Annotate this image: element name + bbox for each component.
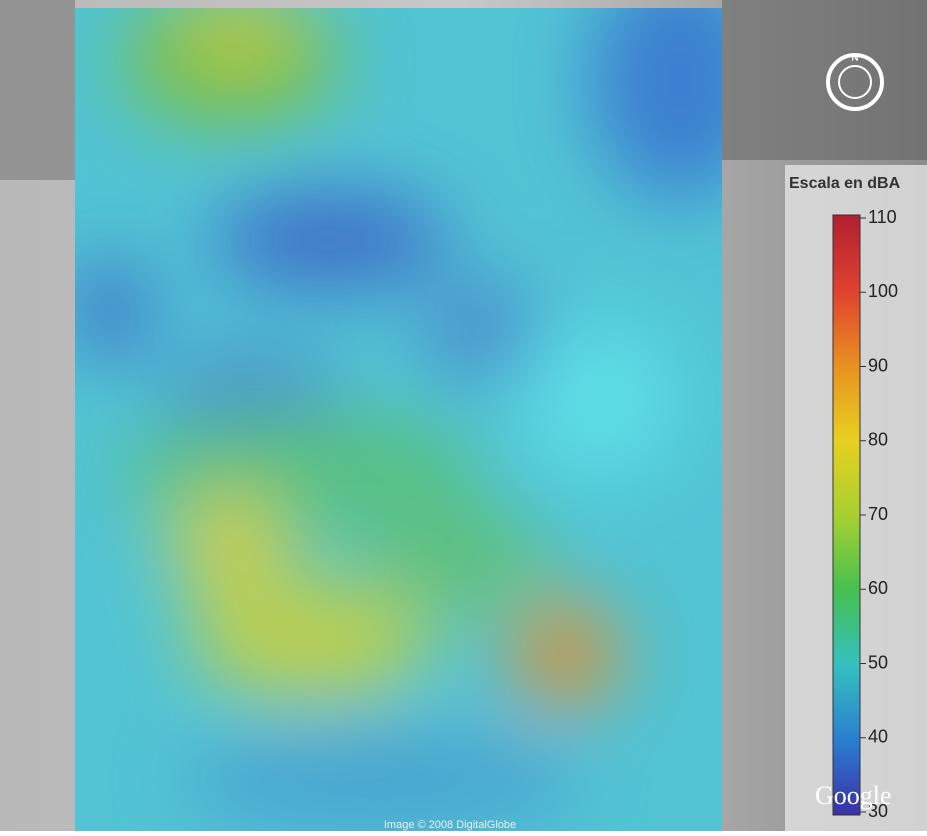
logo: Google bbox=[815, 781, 892, 810]
color-bar bbox=[832, 214, 861, 816]
legend-title: Escala en dBA bbox=[789, 175, 901, 192]
legend-ticks: 110 100 90 80 70 60 50 40 30 bbox=[860, 207, 898, 821]
attribution: Image © 2008 DigitalGlobe bbox=[384, 819, 516, 831]
tick-label: 50 bbox=[868, 652, 888, 672]
compass[interactable]: N bbox=[826, 53, 884, 111]
terrain bbox=[722, 0, 927, 160]
noise-overlay bbox=[75, 8, 722, 831]
compass-north: N bbox=[851, 53, 858, 64]
tick-label: 100 bbox=[868, 281, 898, 301]
tick-label: 30 bbox=[868, 801, 888, 821]
terrain bbox=[0, 0, 75, 180]
tick-label: 40 bbox=[868, 727, 888, 747]
tick-label: 70 bbox=[868, 504, 888, 524]
tick-label: 110 bbox=[868, 207, 897, 227]
tick-label: 90 bbox=[868, 355, 888, 375]
tick-label: 80 bbox=[868, 430, 888, 450]
tick-label: 60 bbox=[868, 578, 888, 598]
